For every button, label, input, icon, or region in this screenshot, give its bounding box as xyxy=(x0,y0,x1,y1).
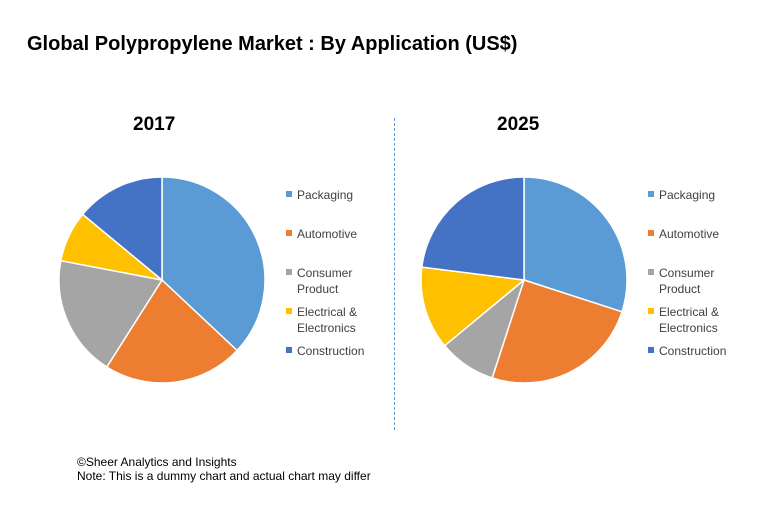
legend-item-consumer-product: Consumer Product xyxy=(286,265,365,297)
legend-swatch xyxy=(286,269,292,275)
legend-swatch xyxy=(286,230,292,236)
chart-divider xyxy=(394,118,395,430)
chart-title: Global Polypropylene Market : By Applica… xyxy=(27,33,518,55)
legend-label: Packaging xyxy=(659,188,716,202)
footer: ©Sheer Analytics and Insights Note: This… xyxy=(77,455,371,483)
legend-item-construction: Construction xyxy=(286,343,365,359)
legend-label: Automotive xyxy=(297,227,358,241)
pie-2017-title: 2017 xyxy=(133,114,176,135)
legend-label: Electrical & Electronics xyxy=(297,305,358,335)
pie-2025-title: 2025 xyxy=(497,114,540,135)
legend-label: Construction xyxy=(659,344,727,358)
pie-slice-2025-packaging xyxy=(523,176,628,313)
pie-slice-2017-automotive xyxy=(105,278,239,384)
legend-item-packaging: Packaging xyxy=(286,187,365,203)
legend-item-automotive: Automotive xyxy=(286,226,365,242)
legend-item-automotive: Automotive xyxy=(648,226,727,242)
legend-label: Electrical & Electronics xyxy=(659,305,720,335)
legend-swatch xyxy=(648,347,654,353)
legend-swatch xyxy=(648,269,654,275)
copyright-text: ©Sheer Analytics and Insights xyxy=(77,455,237,469)
legend-label: Consumer Product xyxy=(659,266,715,296)
pie-chart-2025 xyxy=(420,176,628,384)
pie-slice-2017-consumer-product xyxy=(58,259,164,369)
pie-chart-2017 xyxy=(58,176,266,384)
legend-swatch xyxy=(648,308,654,314)
legend-item-electrical-and-electronics: Electrical & Electronics xyxy=(286,304,365,336)
legend-swatch xyxy=(648,191,654,197)
legend-item-construction: Construction xyxy=(648,343,727,359)
legend-item-packaging: Packaging xyxy=(648,187,727,203)
pie-slice-2025-electrical-and-electronics xyxy=(420,266,526,347)
pie-slice-2017-construction xyxy=(81,176,163,282)
legend-swatch xyxy=(286,191,292,197)
legend-swatch xyxy=(286,347,292,353)
disclaimer-note: Note: This is a dummy chart and actual c… xyxy=(77,469,371,483)
legend-swatch xyxy=(286,308,292,314)
pie-slice-2025-construction xyxy=(420,176,525,281)
legend-label: Consumer Product xyxy=(297,266,353,296)
legend-label: Packaging xyxy=(297,188,354,202)
legend-item-electrical-and-electronics: Electrical & Electronics xyxy=(648,304,727,336)
pie-slice-2025-automotive xyxy=(491,279,623,384)
legend-label: Construction xyxy=(297,344,365,358)
legend-item-consumer-product: Consumer Product xyxy=(648,265,727,297)
pie-slice-2017-packaging xyxy=(161,176,266,352)
legend-label: Automotive xyxy=(659,227,720,241)
legend-swatch xyxy=(648,230,654,236)
